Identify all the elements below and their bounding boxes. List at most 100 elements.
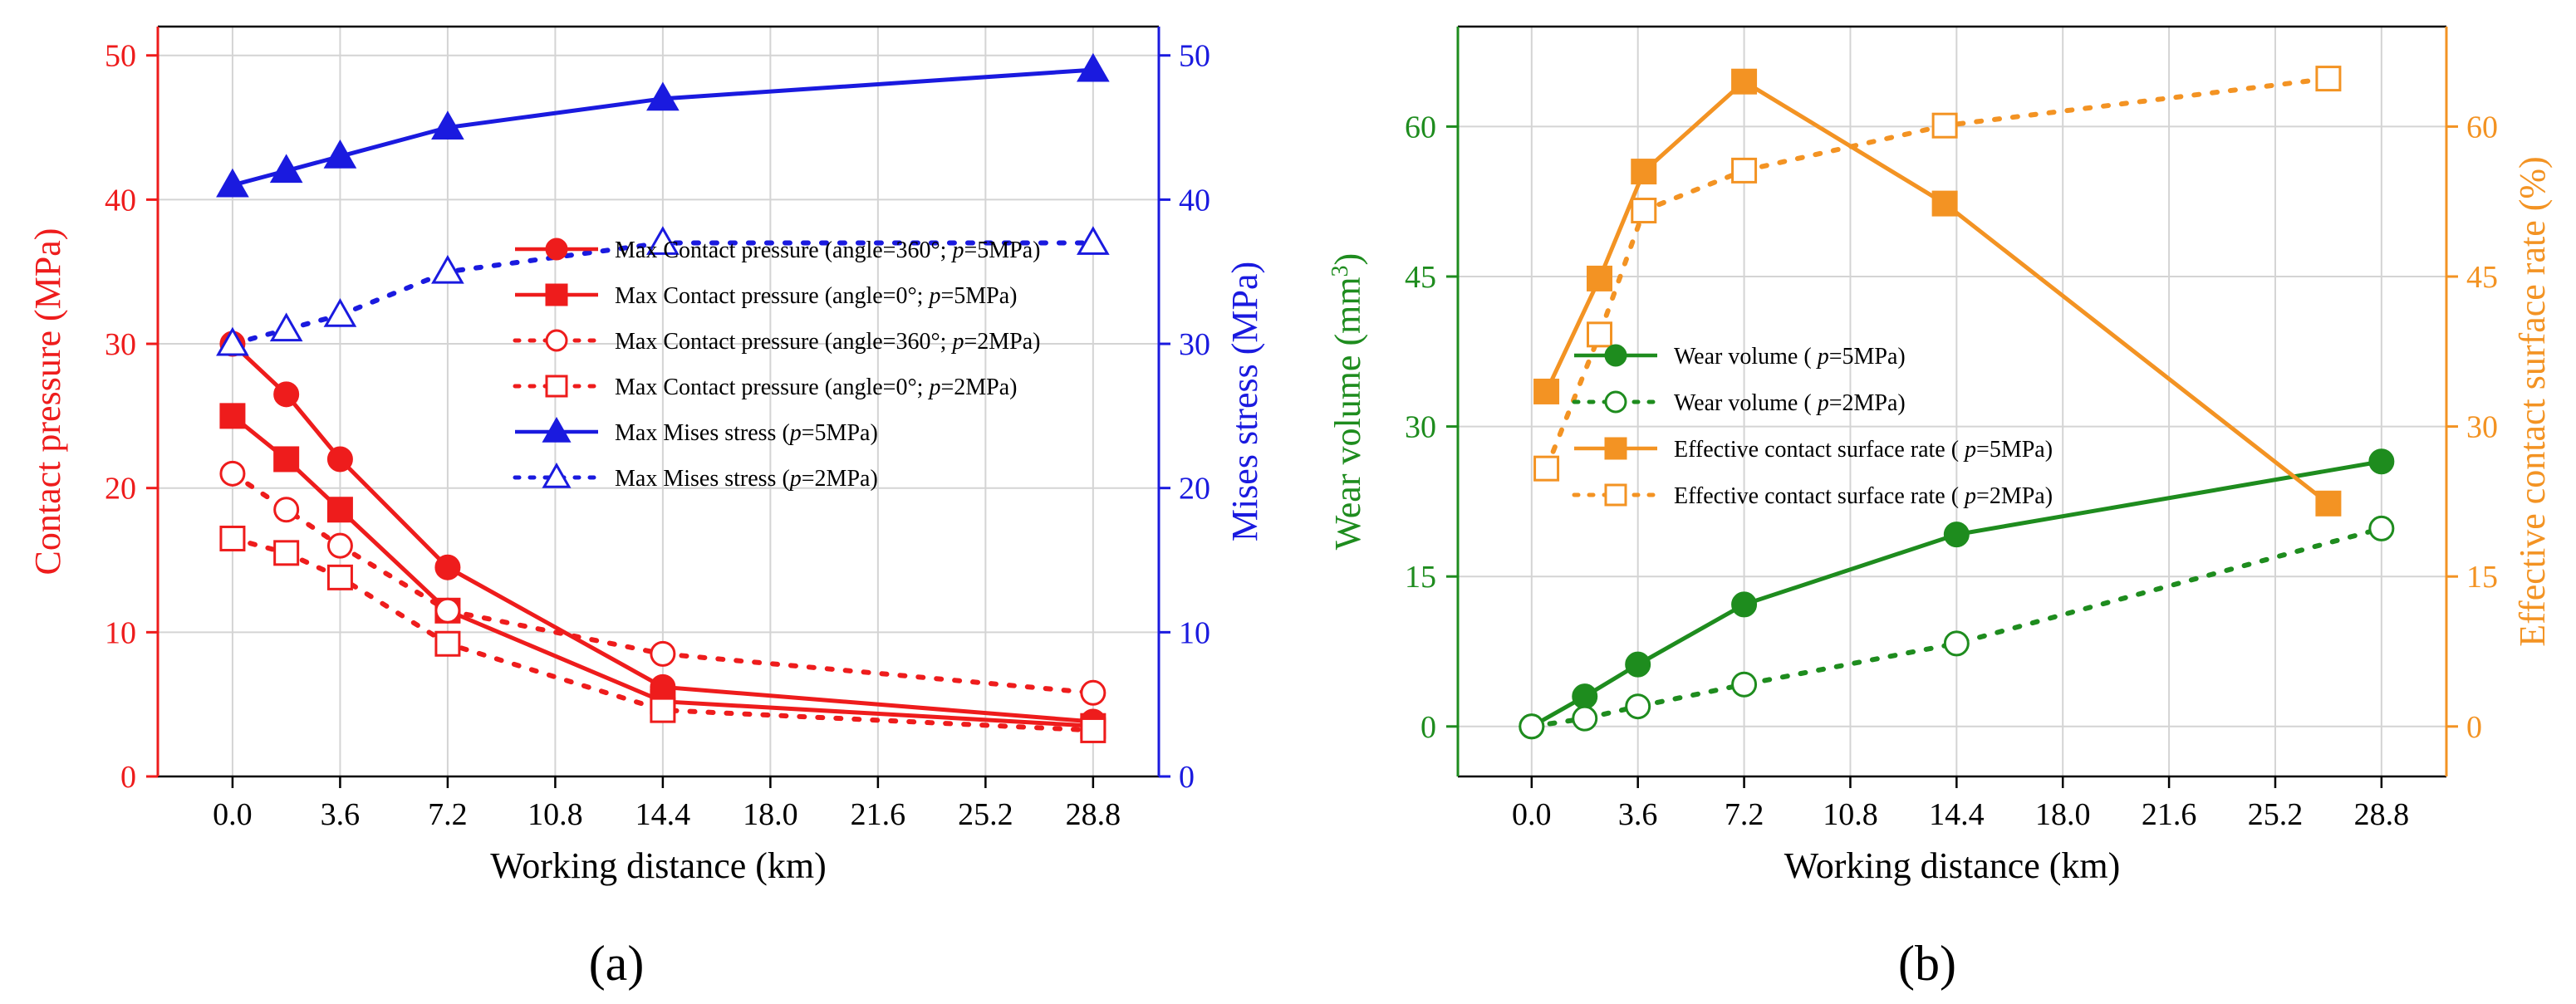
data-point-0-2 (326, 446, 353, 473)
legend-label-2: Max Contact pressure (angle=360°; p=2MPa… (615, 329, 1040, 355)
series-line-2 (1544, 79, 2330, 506)
data-point-2-5 (1080, 679, 1106, 706)
legend-label-text: Wear volume ( (1674, 344, 1818, 370)
data-point-3-1 (273, 540, 300, 566)
chart-panel-a: 0.0 3.6 7.2 10.8 14.4 18.0 21.6 25.2 28.8 0 10 20 30… (27, 25, 1265, 991)
x-tick-label: 21.6 (2142, 797, 2197, 832)
data-point-2-1 (1587, 265, 1613, 291)
data-point-2-3 (1731, 68, 1758, 95)
data-point-2-4 (650, 640, 676, 667)
legend-label-text: Effective contact surface rate ( (1674, 437, 1965, 463)
legend-label-end: =5MPa) (1829, 344, 1906, 370)
legend-label-end: =5MPa) (1976, 437, 2053, 463)
data-point-3-3 (1731, 157, 1758, 184)
x-tick-label: 14.4 (1929, 797, 1985, 832)
legend-label-text: Max Mises stress ( (615, 466, 790, 492)
data-point-1-3 (1731, 671, 1758, 698)
x-tick-label: 28.8 (1066, 797, 1121, 832)
series-5 (216, 226, 1110, 356)
data-point-1-0 (1519, 713, 1545, 740)
y-tick-label: 50 (105, 39, 136, 74)
data-point-4-2 (323, 140, 357, 169)
data-point-5-3 (431, 254, 464, 284)
y2-tick-label: 40 (1179, 183, 1210, 218)
data-point-3-0 (219, 525, 246, 551)
y-tick-label: 0 (120, 760, 136, 795)
legend-label-end: =2MPa) (940, 375, 1017, 400)
y2-tick-label: 30 (1179, 327, 1210, 362)
legend-marker-2 (545, 329, 568, 352)
y-tick-label: 60 (1405, 110, 1436, 144)
legend-label-text: Wear volume ( (1674, 390, 1818, 416)
legend-label-italic: p (927, 283, 940, 309)
data-point-1-0 (219, 403, 246, 429)
data-point-3-0 (1533, 455, 1560, 482)
legend-label-italic: p (1963, 483, 1976, 509)
legend-label-text: Effective contact surface rate ( (1674, 483, 1965, 509)
y2-tick-label: 10 (1179, 615, 1210, 650)
legend-label-end: =5MPa) (802, 420, 878, 446)
x-tick-label: 0.0 (213, 797, 253, 832)
legend-label-5: Max Mises stress (p=2MPa) (615, 466, 878, 492)
y-axis-title-end: ) (1327, 253, 1368, 266)
y-axis-title-sup: 3 (1327, 265, 1353, 277)
x-tick-label: 28.8 (2354, 797, 2410, 832)
legend-label-end: =2MPa) (964, 329, 1040, 355)
y-tick-label: 45 (1405, 260, 1436, 295)
data-point-0-3 (1731, 591, 1758, 618)
series-0 (1519, 448, 2395, 740)
legend-label-italic: p (788, 466, 802, 492)
legend-label-italic: p (927, 375, 940, 400)
series-2 (219, 460, 1106, 706)
legend-label-end: =2MPa) (1829, 390, 1906, 416)
legend-label-text: Max Contact pressure (angle=0°; (615, 375, 929, 400)
data-point-3-4 (650, 697, 676, 723)
y-axis-title: Contact pressure (MPa) (27, 228, 68, 575)
y2-tick-label: 30 (2466, 410, 2498, 445)
y2-axis-title: Effective contact surface rate (%) (2512, 156, 2553, 646)
legend-label-2: Effective contact surface rate ( p=5MPa) (1674, 437, 2053, 463)
data-point-5-1 (269, 312, 303, 342)
y2-tick-label: 0 (2466, 710, 2482, 745)
y-tick-label: 15 (1405, 560, 1436, 595)
chart-panel-b: 0.0 3.6 7.2 10.8 14.4 18.0 21.6 25.2 28.80153045… (1327, 25, 2553, 991)
data-point-3-3 (434, 630, 461, 657)
legend-marker-5 (542, 463, 572, 488)
y2-tick-label: 15 (2466, 560, 2498, 595)
x-tick-label: 25.2 (2248, 797, 2304, 832)
y-tick-label: 10 (105, 615, 136, 650)
series-line-3 (1543, 76, 2331, 472)
data-point-5-4 (646, 226, 680, 255)
legend: Wear volume ( p=5MPa)Wear volume ( p=2MP… (1572, 344, 2053, 509)
legend-label-italic: p (1816, 390, 1829, 416)
data-point-1-2 (1625, 693, 1651, 720)
data-point-1-2 (326, 497, 353, 523)
x-tick-label: 14.4 (635, 797, 691, 832)
x-tick-label: 10.8 (1823, 797, 1878, 832)
x-tick-label: 7.2 (428, 797, 468, 832)
y-axis-title: Wear volume (mm3) (1327, 253, 1369, 550)
legend-label-italic: p (950, 238, 964, 263)
data-point-0-5 (2368, 448, 2395, 475)
legend-label-3: Effective contact surface rate ( p=2MPa) (1674, 483, 2053, 509)
data-point-0-1 (1572, 683, 1598, 710)
panel-label: (b) (1898, 936, 1956, 991)
data-point-2-4 (1931, 190, 1958, 217)
y-tick-label: 30 (1405, 410, 1436, 445)
data-point-2-2 (1631, 159, 1657, 185)
series-line-5 (229, 240, 1096, 347)
data-point-3-1 (1587, 321, 1613, 348)
data-point-3-5 (2315, 66, 2342, 92)
data-point-4-4 (646, 81, 680, 111)
y-tick-label: 40 (105, 183, 136, 218)
panel-label: (a) (589, 936, 645, 991)
data-point-0-1 (273, 381, 300, 408)
series-3 (219, 525, 1106, 743)
y-tick-label: 0 (1420, 710, 1436, 745)
data-point-2-2 (326, 532, 353, 559)
x-tick-label: 21.6 (851, 797, 906, 832)
y2-tick-label: 60 (2466, 110, 2498, 144)
y2-axis-title: Mises stress (MPa) (1224, 262, 1265, 541)
legend-marker-2 (1604, 437, 1627, 460)
legend-label-1: Wear volume ( p=2MPa) (1674, 390, 1906, 416)
